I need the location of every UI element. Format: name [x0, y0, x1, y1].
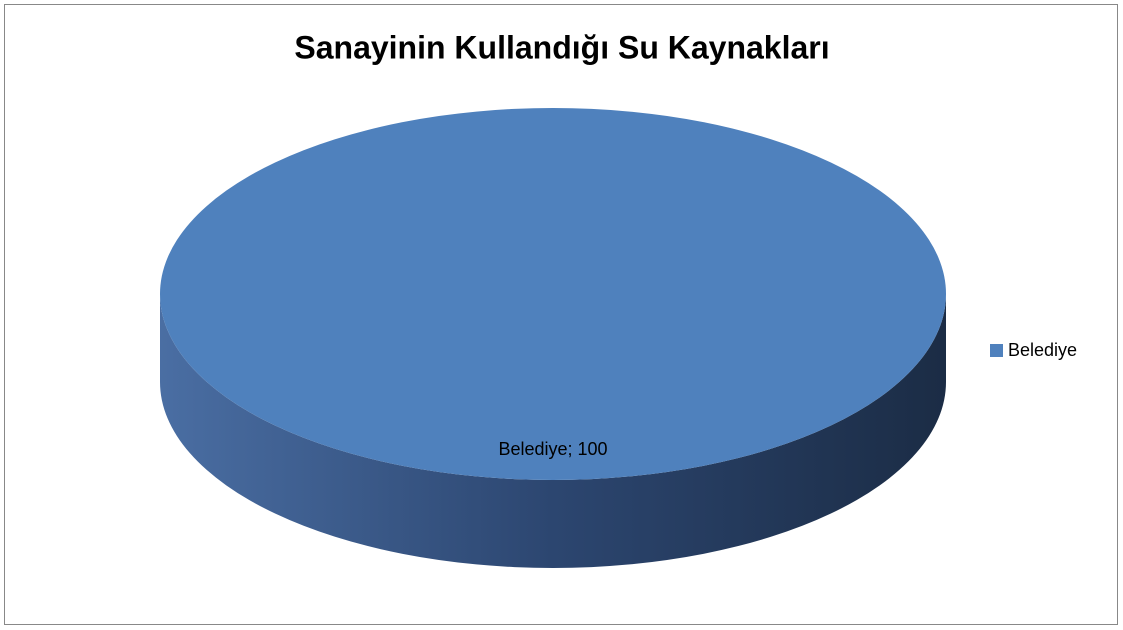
pie-side [160, 294, 946, 568]
pie-slice [160, 108, 946, 480]
legend-swatch [990, 344, 1003, 357]
legend-label: Belediye [1008, 340, 1077, 360]
chart-title: Sanayinin Kullandığı Su Kaynakları [294, 29, 829, 65]
data-label: Belediye; 100 [498, 439, 607, 459]
